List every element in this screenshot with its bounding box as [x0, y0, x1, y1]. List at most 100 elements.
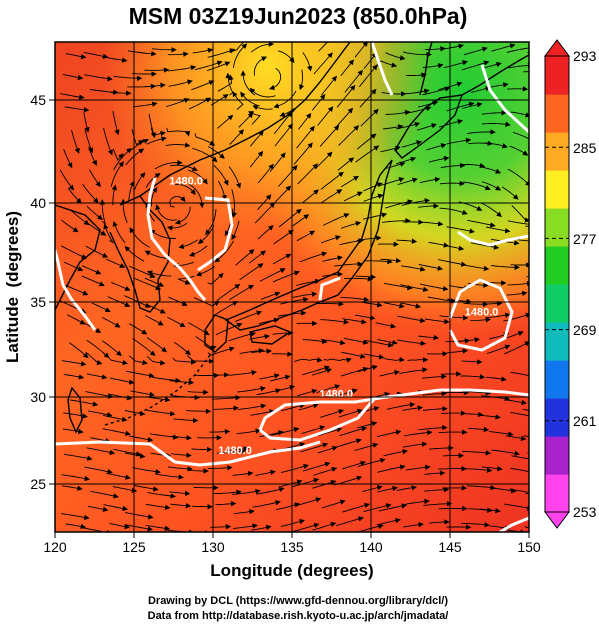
- streamline: [172, 357, 197, 365]
- streamline: [168, 79, 193, 87]
- streamline: [375, 322, 397, 329]
- streamline: [419, 176, 441, 184]
- streamline: [231, 220, 240, 241]
- streamline: [486, 344, 511, 354]
- streamline: [407, 106, 432, 114]
- streamline: [439, 207, 468, 215]
- streamline: [112, 486, 138, 493]
- streamline: [446, 137, 472, 145]
- streamline: [145, 503, 171, 511]
- y-axis-title: Latitude (degrees): [3, 211, 22, 363]
- streamline: [149, 433, 179, 440]
- streamline: [167, 65, 197, 72]
- streamline: [485, 376, 507, 382]
- streamline: [65, 284, 89, 296]
- streamline: [486, 226, 511, 234]
- y-axis: 25 30 35 40 45 Latitude (degrees): [3, 92, 55, 492]
- streamline: [344, 69, 363, 93]
- streamline: [125, 512, 154, 520]
- streamline: [232, 470, 254, 477]
- contour-line-3: [197, 196, 234, 272]
- streamline: [215, 501, 237, 507]
- streamline: [301, 425, 326, 434]
- streamline: [251, 524, 272, 531]
- streamline: [438, 259, 467, 267]
- streamline: [300, 442, 329, 453]
- streamline: [229, 284, 254, 301]
- streamline: [507, 220, 529, 225]
- streamline: [229, 129, 245, 145]
- x-tick-label-150: 150: [517, 539, 541, 555]
- streamline: [155, 204, 177, 221]
- streamline: [320, 409, 345, 418]
- streamline: [342, 502, 370, 513]
- streamline: [379, 369, 400, 377]
- coastline-taiwan: [67, 386, 83, 434]
- streamline: [124, 410, 146, 417]
- streamline: [506, 47, 529, 53]
- streamline: [278, 164, 298, 187]
- streamline: [82, 184, 99, 204]
- streamline: [503, 331, 524, 340]
- streamline: [363, 182, 383, 192]
- streamline: [146, 303, 166, 314]
- streamline: [491, 264, 520, 271]
- credit-drawing: Drawing by DCL (https://www.gfd-dennou.o…: [148, 595, 448, 607]
- streamline: [149, 229, 177, 239]
- streamline: [250, 130, 264, 147]
- colorbar-segment: [545, 360, 569, 399]
- colorbar-tick-marks: [545, 55, 569, 513]
- streamline: [124, 452, 146, 459]
- streamline: [422, 86, 451, 96]
- streamline: [462, 102, 483, 109]
- streamline: [460, 521, 490, 528]
- streamline: [103, 504, 128, 512]
- streamline: [510, 467, 529, 473]
- colorbar: 253 261 269 277 285 293: [544, 39, 597, 529]
- streamline: [110, 90, 132, 96]
- streamline: [134, 277, 162, 290]
- streamline: [462, 411, 484, 418]
- streamline: [146, 355, 166, 366]
- streamline: [491, 449, 520, 456]
- streamline: [383, 449, 408, 457]
- streamline: [443, 43, 464, 50]
- contour-line-5: [259, 397, 377, 442]
- streamline: [249, 87, 276, 98]
- streamline: [511, 455, 529, 460]
- streamline: [523, 71, 529, 73]
- streamline: [191, 80, 215, 91]
- streamline: [461, 60, 490, 71]
- streamline: [483, 142, 508, 149]
- streamline: [337, 157, 355, 171]
- colorbar-segment: [545, 56, 569, 95]
- streamline: [487, 82, 509, 89]
- streamline: [485, 312, 511, 319]
- streamline: [333, 438, 362, 449]
- streamline: [396, 156, 417, 165]
- streamline: [82, 265, 102, 275]
- colorbar-segment: [545, 436, 569, 475]
- contours-1480: [55, 42, 529, 532]
- streamline: [144, 67, 170, 73]
- streamline: [144, 277, 165, 287]
- coastlines: [55, 42, 529, 434]
- streamline: [107, 393, 133, 401]
- streamline: [403, 429, 433, 437]
- streamline: [211, 395, 241, 401]
- streamline: [443, 60, 468, 69]
- streamline: [420, 283, 449, 292]
- streamline: [340, 296, 370, 303]
- contour-line-4: [258, 388, 529, 431]
- streamline: [250, 409, 275, 416]
- streamline: [522, 408, 529, 411]
- streamline: [443, 244, 465, 251]
- streamline: [322, 255, 343, 262]
- streamline: [197, 225, 215, 244]
- colorbar-segment: [545, 284, 569, 323]
- streamline: [251, 348, 272, 354]
- streamline: [167, 51, 189, 57]
- streamline: [113, 147, 132, 171]
- streamline: [401, 198, 431, 206]
- streamline: [363, 503, 392, 513]
